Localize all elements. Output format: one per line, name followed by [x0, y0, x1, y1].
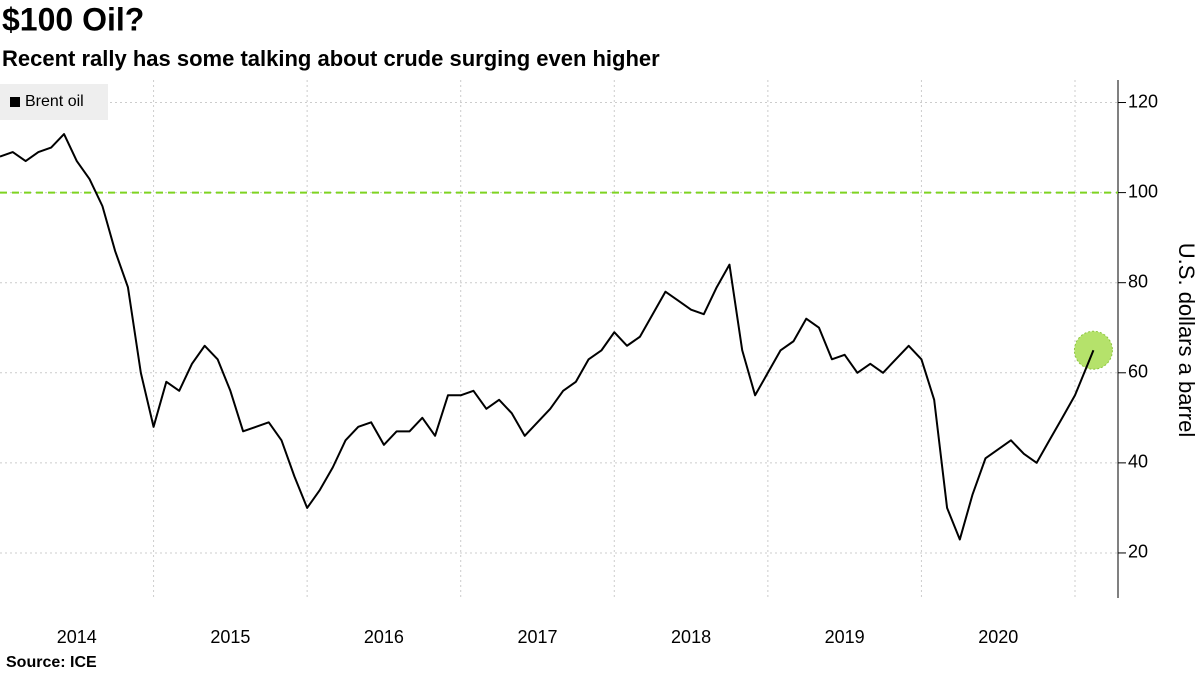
- y-tick-label: 100: [1128, 181, 1158, 201]
- y-tick-label: 120: [1128, 91, 1158, 111]
- legend-swatch: [10, 97, 20, 107]
- chart-subtitle: Recent rally has some talking about crud…: [2, 46, 660, 71]
- x-tick-label: 2020: [978, 627, 1018, 647]
- x-tick-label: 2016: [364, 627, 404, 647]
- chart-title: $100 Oil?: [2, 1, 144, 37]
- x-tick-label: 2018: [671, 627, 711, 647]
- x-tick-label: 2014: [57, 627, 97, 647]
- x-tick-label: 2017: [517, 627, 557, 647]
- x-tick-label: 2015: [210, 627, 250, 647]
- source: Source: ICE: [6, 654, 97, 671]
- data-line: [0, 133, 1095, 541]
- y-tick-label: 20: [1128, 542, 1148, 562]
- y-axis-label: U.S. dollars a barrel: [1174, 243, 1199, 437]
- legend-label: Brent oil: [25, 93, 84, 110]
- x-tick-label: 2019: [825, 627, 865, 647]
- y-tick-label: 80: [1128, 271, 1148, 291]
- y-tick-label: 40: [1128, 452, 1148, 472]
- y-tick-label: 60: [1128, 362, 1148, 382]
